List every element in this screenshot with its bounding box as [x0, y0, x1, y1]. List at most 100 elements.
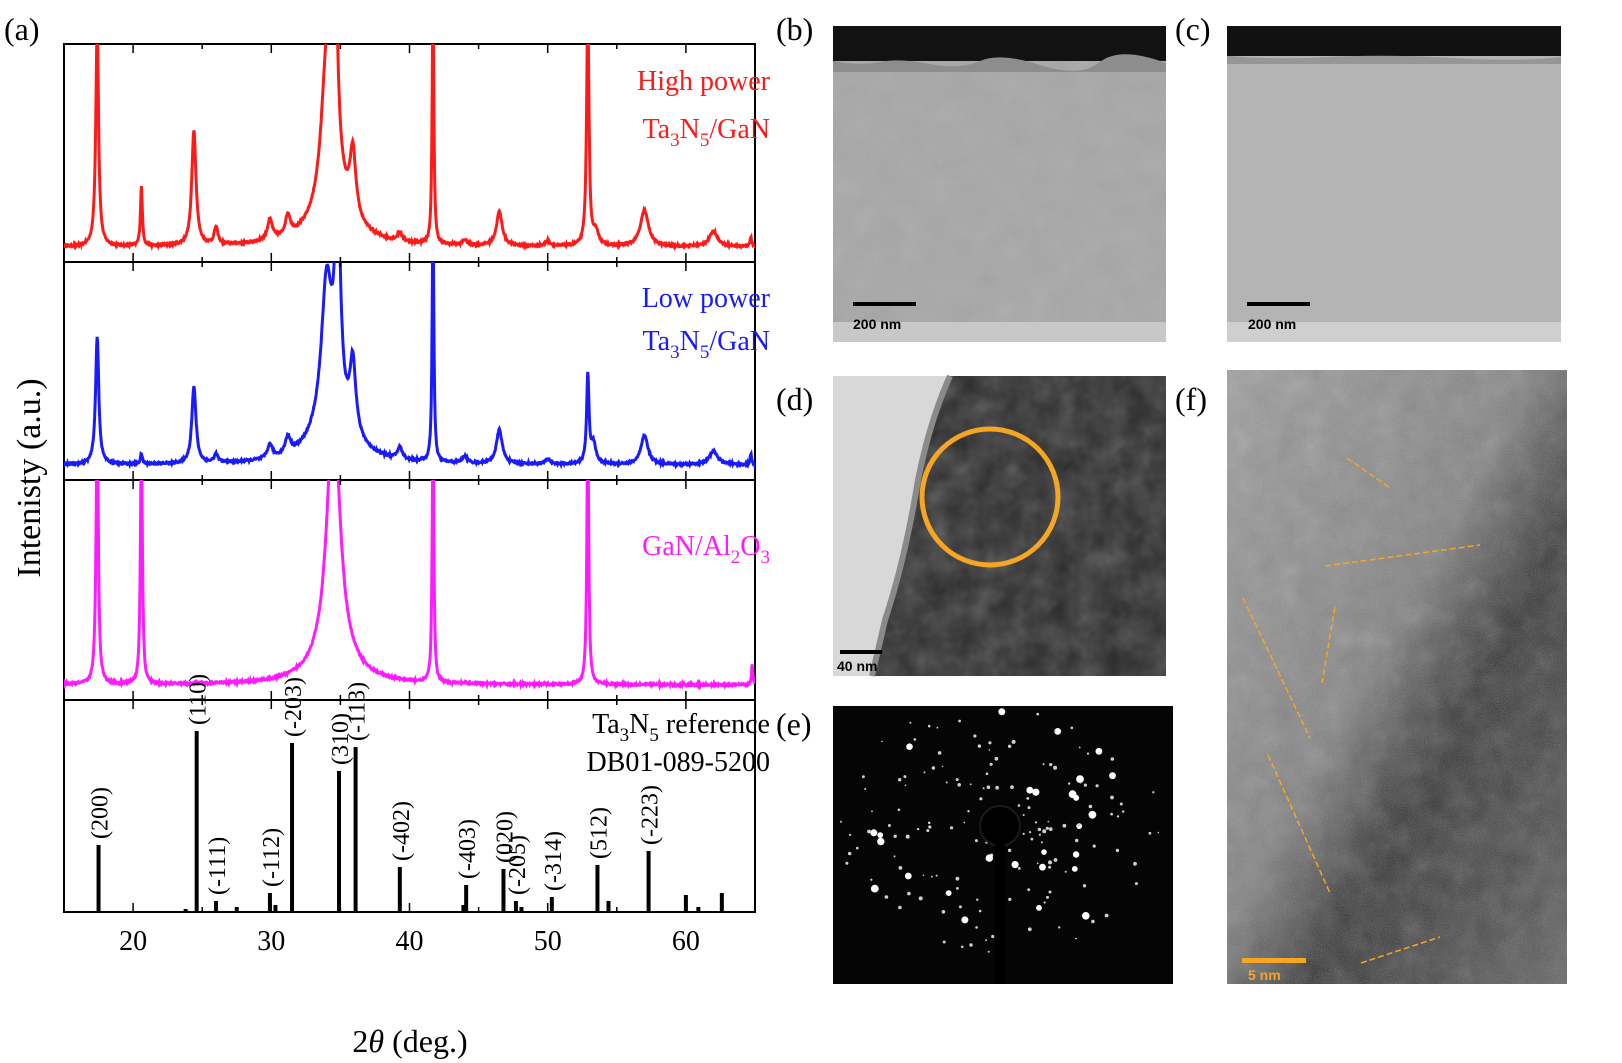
diffraction-spot: [1116, 815, 1120, 818]
legend-low-line1: Low power: [642, 283, 771, 314]
legend-reference-line1: Ta3N5 reference: [592, 709, 770, 746]
diffraction-spot: [963, 821, 966, 824]
diffraction-spot: [989, 762, 993, 766]
diffraction-spot: [927, 821, 931, 825]
hkl-label: (110): [186, 674, 212, 725]
hkl-label: (-402): [389, 801, 415, 861]
diffraction-spot: [1054, 728, 1062, 735]
diffraction-spot: [905, 834, 910, 839]
hkl-label: (310): [328, 713, 354, 765]
diffraction-spot: [881, 740, 883, 743]
diffraction-spot: [1077, 823, 1081, 827]
diffraction-spot: [867, 829, 871, 834]
diffraction-spot: [845, 861, 849, 865]
diffraction-spot: [903, 775, 907, 779]
diffraction-spot: [918, 896, 923, 901]
diffraction-spot: [898, 866, 903, 870]
diffraction-spot: [1048, 890, 1052, 894]
diffraction-spot: [1070, 726, 1074, 730]
diffraction-spot: [1148, 831, 1152, 835]
hkl-label: (-111): [205, 837, 231, 895]
diffraction-spot: [887, 824, 891, 827]
tem-image-b: 200 nm: [833, 26, 1166, 342]
x-axis-label: 2θ (deg.): [352, 1023, 467, 1059]
diffraction-spot: [976, 898, 979, 901]
diffraction-spot: [988, 749, 991, 751]
diffraction-spot: [985, 772, 989, 775]
diffraction-spot: [1075, 937, 1077, 940]
diffraction-spot: [978, 909, 982, 913]
diffraction-spot: [950, 826, 954, 830]
diffraction-spot: [1046, 895, 1049, 899]
hkl-label: (-205): [505, 835, 531, 895]
diffraction-spot: [864, 788, 867, 790]
diffraction-spot: [1110, 812, 1113, 816]
diffraction-spot: [893, 834, 897, 838]
panel-label-e: (e): [776, 706, 812, 742]
diffraction-spot: [1048, 827, 1053, 831]
diffraction-spot: [988, 741, 992, 745]
diffraction-spot: [870, 884, 879, 893]
diffraction-spot: [1045, 826, 1049, 830]
diffraction-spot: [904, 784, 907, 787]
legend-gan: GaN/Al2O3: [642, 531, 770, 568]
diffraction-spot: [1134, 882, 1138, 886]
diffraction-spot: [1072, 851, 1080, 858]
hkl-label: (-223): [638, 785, 664, 845]
diffraction-spot: [945, 890, 952, 896]
xrd-plot: (200) (110) (-111) (-112) (-203) (310)(-113) (…: [11, 43, 771, 1059]
diffraction-spot: [941, 765, 944, 768]
diffraction-spot: [995, 785, 999, 790]
diffraction-spot: [1036, 712, 1040, 716]
tem-image-c: 200 nm: [1227, 26, 1561, 342]
diffraction-spot: [928, 825, 932, 829]
diffraction-spot: [926, 829, 930, 833]
diffraction-spot: [1036, 862, 1039, 865]
diffraction-spot: [840, 820, 842, 823]
x-tick-label: 30: [257, 926, 285, 957]
diffraction-spot: [955, 876, 960, 881]
diffraction-spot: [987, 950, 990, 953]
legend-reference-line2: DB01-089-5200: [586, 747, 770, 778]
diffraction-spot: [1095, 747, 1103, 755]
diffraction-spot: [1043, 901, 1046, 904]
diffraction-spot: [897, 808, 901, 812]
diffraction-spot: [1042, 763, 1045, 766]
diffraction-spot: [871, 810, 873, 813]
diffraction-spot: [1078, 746, 1081, 749]
diffraction-spot: [1027, 806, 1031, 810]
diffraction-spot: [1026, 797, 1030, 800]
diffraction-spot: [1030, 837, 1034, 841]
diffraction-spot: [1048, 865, 1052, 869]
diffraction-spot: [909, 721, 912, 724]
diffraction-spot: [1076, 775, 1084, 783]
diffraction-spot: [1017, 804, 1021, 807]
hkl-label: (-112): [259, 828, 285, 887]
hrtem-image-f: 5 nm: [1227, 370, 1567, 984]
diffraction-spot: [1068, 782, 1071, 785]
diffraction-spot: [941, 910, 946, 914]
diffraction-spot: [1109, 772, 1116, 780]
diffraction-spot: [1053, 858, 1058, 862]
scale-bar-label-c: 200 nm: [1248, 316, 1296, 332]
y-axis-label: Intenisty (a.u.): [11, 378, 48, 577]
diffraction-spot: [923, 771, 926, 774]
diffraction-spot: [1032, 788, 1040, 796]
series-line-low: [64, 262, 755, 470]
series-line-high: [64, 44, 755, 252]
diffraction-spot: [969, 783, 972, 786]
diffraction-spot: [1027, 888, 1031, 892]
diffraction-spot: [870, 829, 878, 837]
diffraction-spot: [985, 854, 993, 862]
diffraction-spot: [998, 708, 1006, 716]
diffraction-spot: [884, 895, 889, 899]
scale-bar-label-d: 40 nm: [837, 658, 877, 674]
x-tick-label: 60: [672, 926, 700, 957]
diffraction-spot: [893, 855, 896, 858]
hkl-label: (-203): [281, 677, 307, 737]
diffraction-spot: [849, 833, 852, 837]
diffraction-spot: [957, 783, 961, 787]
scale-bar-label-b: 200 nm: [853, 316, 901, 332]
diffraction-spot: [1079, 781, 1082, 784]
